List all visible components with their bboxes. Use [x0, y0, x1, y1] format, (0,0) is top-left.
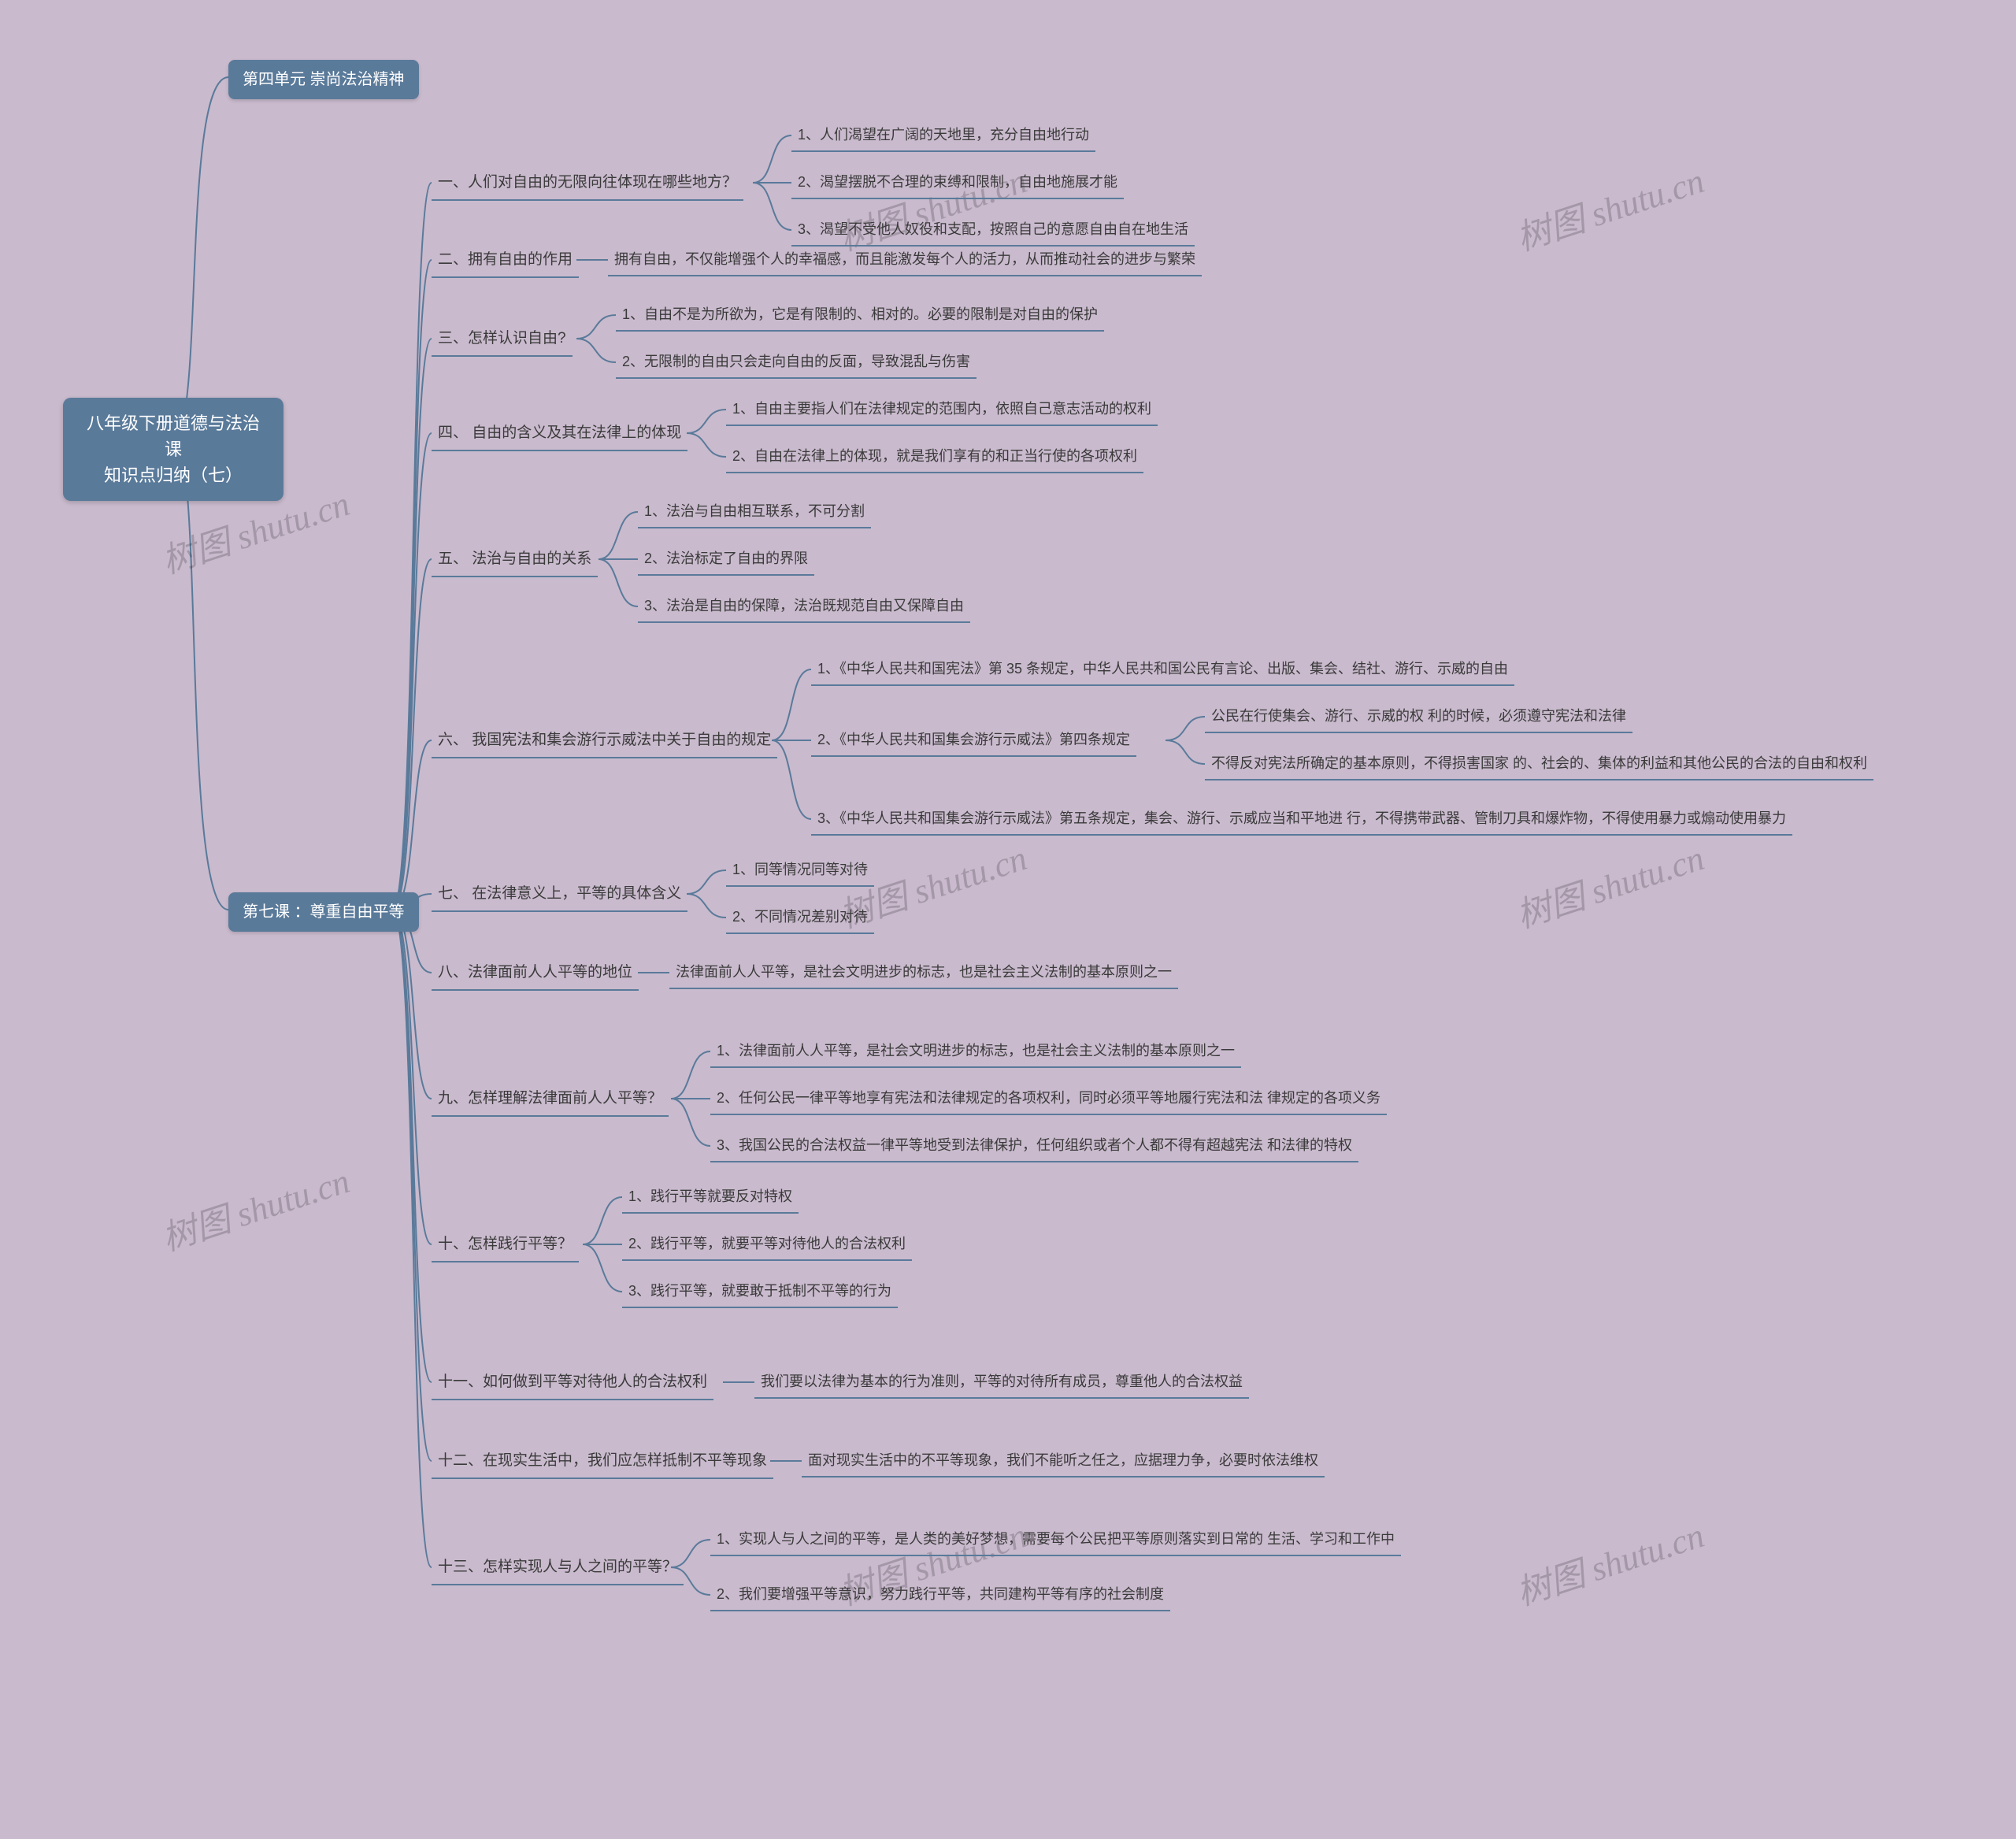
leaf-s6-2b[interactable]: 不得反对宪法所确定的基本原则，不得损害国家 的、社会的、集体的利益和其他公民的合… [1205, 750, 1873, 780]
root-node[interactable]: 八年级下册道德与法治课 知识点归纳（七） [63, 398, 284, 501]
leaf-s8-1[interactable]: 法律面前人人平等，是社会文明进步的标志，也是社会主义法制的基本原则之一 [669, 958, 1178, 989]
section-s3[interactable]: 三、怎样认识自由? [432, 324, 573, 357]
leaf-s4-2[interactable]: 2、自由在法律上的体现，就是我们享有的和正当行使的各项权利 [726, 443, 1143, 473]
leaf-s1-2[interactable]: 2、渴望摆脱不合理的束缚和限制，自由地施展才能 [791, 169, 1124, 199]
leaf-s7-1[interactable]: 1、同等情况同等对待 [726, 856, 874, 887]
watermark: 树图 shutu.cn [154, 1152, 355, 1260]
leaf-s5-1[interactable]: 1、法治与自由相互联系，不可分割 [638, 498, 871, 528]
branch-unit[interactable]: 第四单元 崇尚法治精神 [228, 60, 419, 99]
leaf-s9-3[interactable]: 3、我国公民的合法权益一律平等地受到法律保护，任何组织或者个人都不得有超越宪法 … [710, 1132, 1358, 1162]
leaf-s12-1[interactable]: 面对现实生活中的不平等现象，我们不能听之任之，应据理力争，必要时依法维权 [802, 1447, 1325, 1478]
leaf-s11-1[interactable]: 我们要以法律为基本的行为准则，平等的对待所有成员，尊重他人的合法权益 [754, 1368, 1249, 1399]
root-line2: 知识点归纳（七） [104, 465, 243, 485]
section-s10[interactable]: 十、怎样践行平等？ [432, 1230, 579, 1262]
mindmap-canvas: 树图 shutu.cn 树图 shutu.cn 树图 shutu.cn 树图 s… [0, 0, 2016, 1839]
leaf-s1-1[interactable]: 1、人们渴望在广阔的天地里，充分自由地行动 [791, 121, 1095, 152]
leaf-s3-2[interactable]: 2、无限制的自由只会走向自由的反面，导致混乱与伤害 [616, 348, 976, 379]
leaf-s5-3[interactable]: 3、法治是自由的保障，法治既规范自由又保障自由 [638, 592, 970, 623]
leaf-s10-1[interactable]: 1、践行平等就要反对特权 [622, 1183, 799, 1214]
section-s11[interactable]: 十一、如何做到平等对待他人的合法权利 [432, 1368, 713, 1400]
leaf-s9-1[interactable]: 1、法律面前人人平等，是社会文明进步的标志，也是社会主义法制的基本原则之一 [710, 1037, 1241, 1068]
watermark: 树图 shutu.cn [1509, 1507, 1710, 1615]
branch-lesson-label: 第七课 ：尊重自由平等 [243, 903, 405, 921]
leaf-s6-2[interactable]: 2、《中华人民共和国集会游行示威法》第四条规定 [811, 726, 1136, 757]
leaf-s5-2[interactable]: 2、法治标定了自由的界限 [638, 545, 814, 576]
leaf-s4-1[interactable]: 1、自由主要指人们在法律规定的范围内，依照自己意志活动的权利 [726, 395, 1158, 426]
watermark: 树图 shutu.cn [1509, 829, 1710, 937]
leaf-s6-3[interactable]: 3、《中华人民共和国集会游行示威法》第五条规定，集会、游行、示威应当和平地进 行… [811, 805, 1792, 836]
leaf-s13-1[interactable]: 1、实现人与人之间的平等，是人类的美好梦想，需要每个公民把平等原则落实到日常的 … [710, 1526, 1401, 1556]
section-s7[interactable]: 七、 在法律意义上，平等的具体含义 [432, 880, 687, 912]
watermark: 树图 shutu.cn [1509, 152, 1710, 260]
leaf-s1-3[interactable]: 3、渴望不受他人奴役和支配，按照自己的意愿自由自在地生活 [791, 216, 1195, 247]
section-s5[interactable]: 五、 法治与自由的关系 [432, 545, 598, 577]
leaf-s3-1[interactable]: 1、自由不是为所欲为，它是有限制的、相对的。必要的限制是对自由的保护 [616, 301, 1104, 332]
leaf-s9-2[interactable]: 2、任何公民一律平等地享有宪法和法律规定的各项权利，同时必须平等地履行宪法和法 … [710, 1084, 1387, 1115]
section-s1[interactable]: 一、人们对自由的无限向往体现在哪些地方？ [432, 169, 743, 201]
section-s13[interactable]: 十三、怎样实现人与人之间的平等？ [432, 1553, 684, 1585]
section-s4[interactable]: 四、 自由的含义及其在法律上的体现 [432, 419, 687, 451]
leaf-s10-2[interactable]: 2、践行平等，就要平等对待他人的合法权利 [622, 1230, 912, 1261]
section-s12[interactable]: 十二、在现实生活中，我们应怎样抵制不平等现象 [432, 1447, 773, 1479]
leaf-s6-2a[interactable]: 公民在行使集会、游行、示威的权 利的时候，必须遵守宪法和法律 [1205, 703, 1632, 733]
root-line1: 八年级下册道德与法治课 [87, 413, 260, 459]
leaf-s6-1[interactable]: 1、《中华人民共和国宪法》第 35 条规定，中华人民共和国公民有言论、出版、集会… [811, 655, 1514, 686]
leaf-s7-2[interactable]: 2、不同情况差别对待 [726, 903, 874, 934]
leaf-s2-1[interactable]: 拥有自由，不仅能增强个人的幸福感，而且能激发每个人的活力，从而推动社会的进步与繁… [608, 246, 1202, 276]
leaf-s10-3[interactable]: 3、践行平等，就要敢于抵制不平等的行为 [622, 1277, 898, 1308]
section-s6[interactable]: 六、 我国宪法和集会游行示威法中关于自由的规定 [432, 726, 777, 758]
section-s8[interactable]: 八、法律面前人人平等的地位 [432, 958, 639, 991]
branch-lesson[interactable]: 第七课 ：尊重自由平等 [228, 892, 419, 932]
leaf-s13-2[interactable]: 2、我们要增强平等意识，努力践行平等，共同建构平等有序的社会制度 [710, 1581, 1170, 1611]
section-s9[interactable]: 九、怎样理解法律面前人人平等？ [432, 1084, 669, 1117]
section-s2[interactable]: 二、拥有自由的作用 [432, 246, 579, 278]
branch-unit-label: 第四单元 崇尚法治精神 [243, 71, 405, 88]
